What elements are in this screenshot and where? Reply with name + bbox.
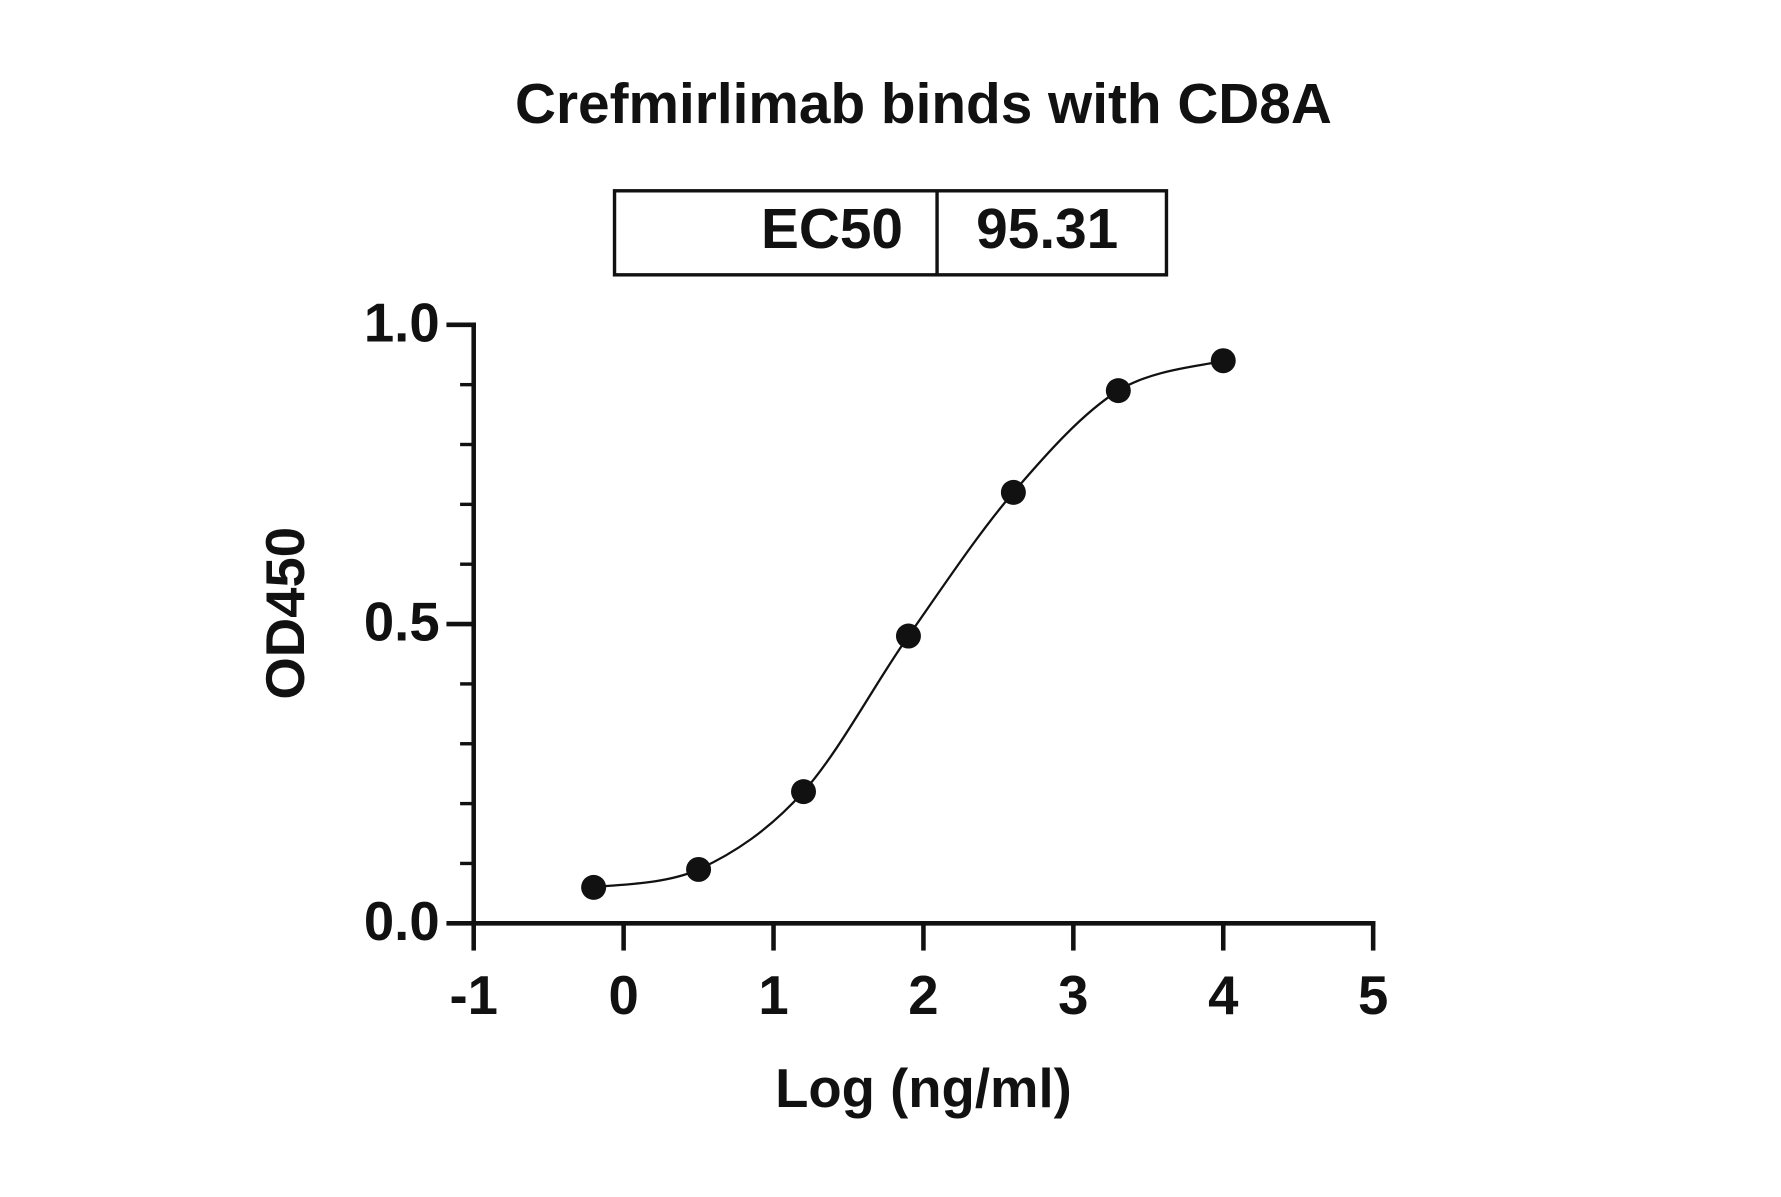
x-axis-label: Log (ng/ml) (775, 1058, 1072, 1119)
ec50-table (612, 189, 1169, 277)
chart-title: Crefmirlimab binds with CD8A (515, 73, 1332, 136)
data-point (581, 874, 607, 900)
ec50-value: 95.31 (976, 198, 1118, 261)
y-tick-label: 0.5 (364, 592, 440, 653)
data-point (1210, 348, 1236, 374)
x-tick-label: -1 (449, 965, 497, 1026)
data-point (1000, 479, 1026, 505)
y-axis-label: OD450 (255, 527, 316, 700)
y-tick-label: 0.0 (364, 891, 440, 952)
y-tick-label: 1.0 (364, 292, 440, 353)
x-tick-label: 2 (908, 965, 938, 1026)
data-point (686, 856, 712, 882)
x-tick-label: 0 (608, 965, 638, 1026)
data-point (791, 779, 816, 805)
data-point (1105, 378, 1131, 404)
ec50-label: EC50 (761, 198, 903, 261)
x-tick-label: 3 (1058, 965, 1088, 1026)
data-point (895, 623, 921, 649)
x-tick-label: 1 (758, 965, 788, 1026)
x-tick-label: 4 (1208, 965, 1239, 1026)
x-tick-label: 5 (1358, 965, 1388, 1026)
